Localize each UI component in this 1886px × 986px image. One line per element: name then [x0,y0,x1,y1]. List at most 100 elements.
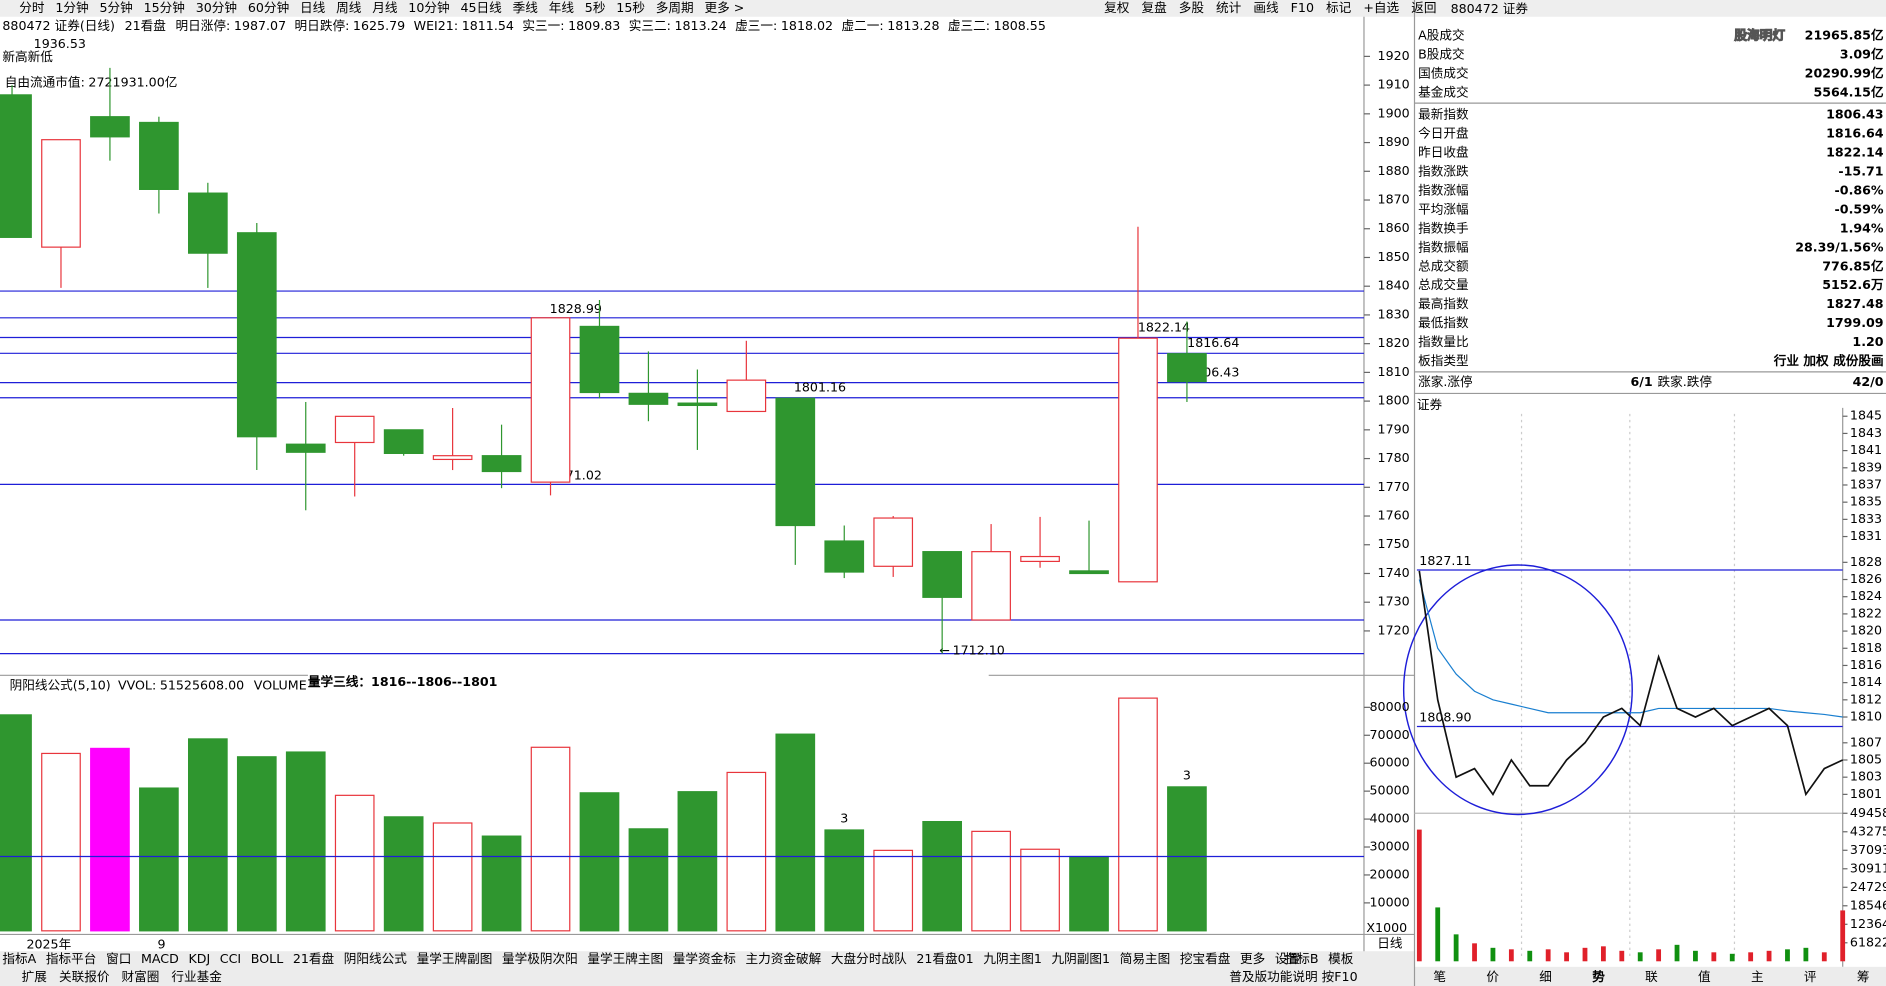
tab: 量学王牌主图 [587,951,663,966]
candle-body [579,325,620,394]
tab: MACD [141,951,179,966]
y-tick-label: 1841 [1850,442,1882,457]
tab: 21看盘 [125,18,167,33]
tab: 挖宝看盘 [1180,951,1231,966]
panel-tab: 价 [1486,969,1499,984]
tab: 阴阳线公式 [344,951,408,966]
tab: CCI [220,951,241,966]
volume-bar [775,733,816,932]
y-tick-label: 370935 [1850,842,1886,857]
y-tick-label: 80000 [1370,699,1410,714]
level-label: 1808.90 [1419,710,1471,725]
tab: 明日涨停: [176,18,231,33]
candle-body [1020,555,1060,563]
row-value: 5564.15亿 [1813,84,1884,99]
y-tick-label: 1807 [1850,734,1882,749]
tab: 自由流通市值: [5,74,85,89]
tab: 指标A [2,951,36,966]
level-label: 1816.64 [1187,335,1239,350]
tab: 60分钟 [248,0,289,15]
candle-body [334,415,375,444]
row-value: -0.59% [1835,201,1884,216]
row-label: 指数振幅 [1418,239,1469,254]
intraday-volume [1711,952,1717,962]
panel-title: 880472 证券 [1451,1,1529,16]
tab: 1625.79 [353,18,405,33]
tab: 周线 [336,0,362,15]
tab: 分时 [19,0,45,15]
tab: 虚二一: [842,18,884,33]
tab: 880472 证券(日线) [2,18,115,33]
volume-bar [481,835,522,932]
y-tick-label: 10000 [1370,894,1410,909]
tab: 1987.07 [234,18,286,33]
tab: 更多 [1240,951,1265,966]
candle-body [1118,337,1158,583]
tab: 指标平台 [46,951,97,966]
tab: 设置 [1275,951,1300,966]
tab: 统计 [1216,0,1242,15]
panel-tab: 细 [1539,969,1552,984]
row-label: 指数涨幅 [1418,182,1469,197]
tab: 复盘 [1141,0,1167,15]
tab: 15秒 [616,0,645,15]
row-label: 基金成交 [1418,84,1469,99]
candle-body [824,540,865,573]
y-tick-label: 61822 [1850,934,1886,949]
intraday-volume [1453,934,1459,962]
y-tick-label: 20000 [1370,866,1410,881]
tab: 量学资金标 [673,951,737,966]
y-tick-label: 1880 [1378,163,1410,178]
tab: 行业基金 [171,969,222,984]
tab: 复权 [1104,0,1130,15]
row-label: 指数量比 [1418,334,1469,349]
candle-body [775,397,816,527]
row-label: 指数涨跌 [1418,164,1469,179]
tab: 日线 [300,0,326,15]
candle-body [873,517,914,567]
volume-bar [530,746,571,932]
candle-body [971,551,1011,621]
tab: +自选 [1363,0,1399,15]
volume-bar [383,816,424,932]
panel-tab: 笔 [1433,969,1446,984]
panel-tab: 筹 [1857,969,1870,984]
tab: BOLL [251,951,283,966]
y-tick-label: 1920 [1378,48,1410,63]
intraday-volume [1637,952,1643,962]
volume-bar [873,849,914,932]
intraday-volume [1821,952,1827,962]
y-tick-label: 1828 [1850,554,1882,569]
panel-tab: 值 [1698,969,1711,984]
y-tick-label: 1780 [1378,450,1410,465]
row-label: 昨日收盘 [1418,145,1469,160]
tab: 九阴主图1 [983,951,1042,966]
y-tick-label: 309112 [1850,860,1886,875]
y-tick-label: 1750 [1378,536,1410,551]
y-tick-label: 30000 [1370,839,1410,854]
candle-body [41,139,81,248]
tab: VVOL: [118,678,156,693]
row-label: 国债成交 [1418,65,1469,80]
volume-bar [1118,697,1158,932]
volume-bar [1167,786,1207,932]
volume-bar [187,738,228,932]
tab: 季线 [513,0,539,15]
tab: 1811.54 [462,18,514,33]
y-tick-label: 1810 [1850,709,1882,724]
row-label: 最高指数 [1418,296,1469,311]
tab: 财富圈 [121,969,159,984]
intraday-volume [1600,946,1606,962]
overlay-bg [307,659,989,706]
y-tick-label: 1833 [1850,511,1882,526]
row-value: 21965.85亿 [1805,27,1884,42]
y-tick-label: 185467 [1850,897,1886,912]
y-tick-label: 1790 [1378,421,1410,436]
row-value: 1.20 [1852,334,1883,349]
tab: 2721931.00亿 [88,74,177,89]
intraday-volume [1582,947,1588,962]
y-tick-label: 1839 [1850,459,1882,474]
intraday-volume [1564,952,1569,962]
y-tick-label: 1822 [1850,605,1882,620]
